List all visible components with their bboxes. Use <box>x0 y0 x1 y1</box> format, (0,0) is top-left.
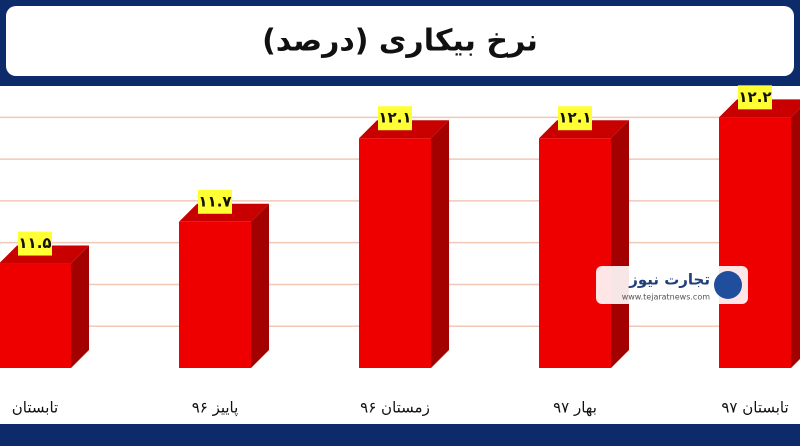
bar <box>179 221 251 368</box>
watermark-logo <box>714 271 742 299</box>
bar-side <box>431 120 449 368</box>
x-tick-label: بهار ۹۷ <box>553 399 597 417</box>
value-label-box <box>738 85 772 110</box>
bar-side <box>71 245 89 368</box>
footer-band <box>0 424 800 446</box>
bar-side <box>791 108 800 368</box>
value-label: ۱۲.۱ <box>558 109 591 127</box>
bar <box>539 138 611 368</box>
x-tick-label: تابستان <box>12 399 58 417</box>
bars: تابستان ۱۱.۵ پاییز ۹۶ ۱۱.۷ زمستان ۹۶ ۱۲.۱ بهار… <box>0 85 800 418</box>
header-rule <box>0 82 800 86</box>
value-label: ۱۲.۱ <box>378 109 411 127</box>
watermark-url: www.tejaratnews.com <box>622 293 710 302</box>
value-label-box <box>198 189 232 214</box>
bar-side <box>611 120 629 368</box>
value-label-box <box>558 106 592 131</box>
value-label: ۱۱.۷ <box>198 192 231 210</box>
title-box <box>6 6 794 76</box>
value-label-box <box>378 106 412 131</box>
x-tick-label: پاییز ۹۶ <box>192 399 239 418</box>
value-label-box <box>18 231 52 256</box>
x-tick-label: زمستان ۹۶ <box>360 399 430 417</box>
x-tick-label: تابستان ۹۷ <box>721 399 788 417</box>
watermark-name: تجارت نیوز <box>628 271 710 289</box>
bar-side <box>251 203 269 368</box>
value-label: ۱۲.۲ <box>738 88 771 106</box>
bar <box>359 138 431 368</box>
value-label: ۱۱.۵ <box>18 234 51 252</box>
watermark-box <box>596 266 748 304</box>
chart-title: نرخ بیکاری (درصد) <box>262 24 538 59</box>
watermark: تجارت نیوز www.tejaratnews.com <box>596 266 748 304</box>
bar <box>719 117 791 368</box>
bar <box>0 263 71 368</box>
